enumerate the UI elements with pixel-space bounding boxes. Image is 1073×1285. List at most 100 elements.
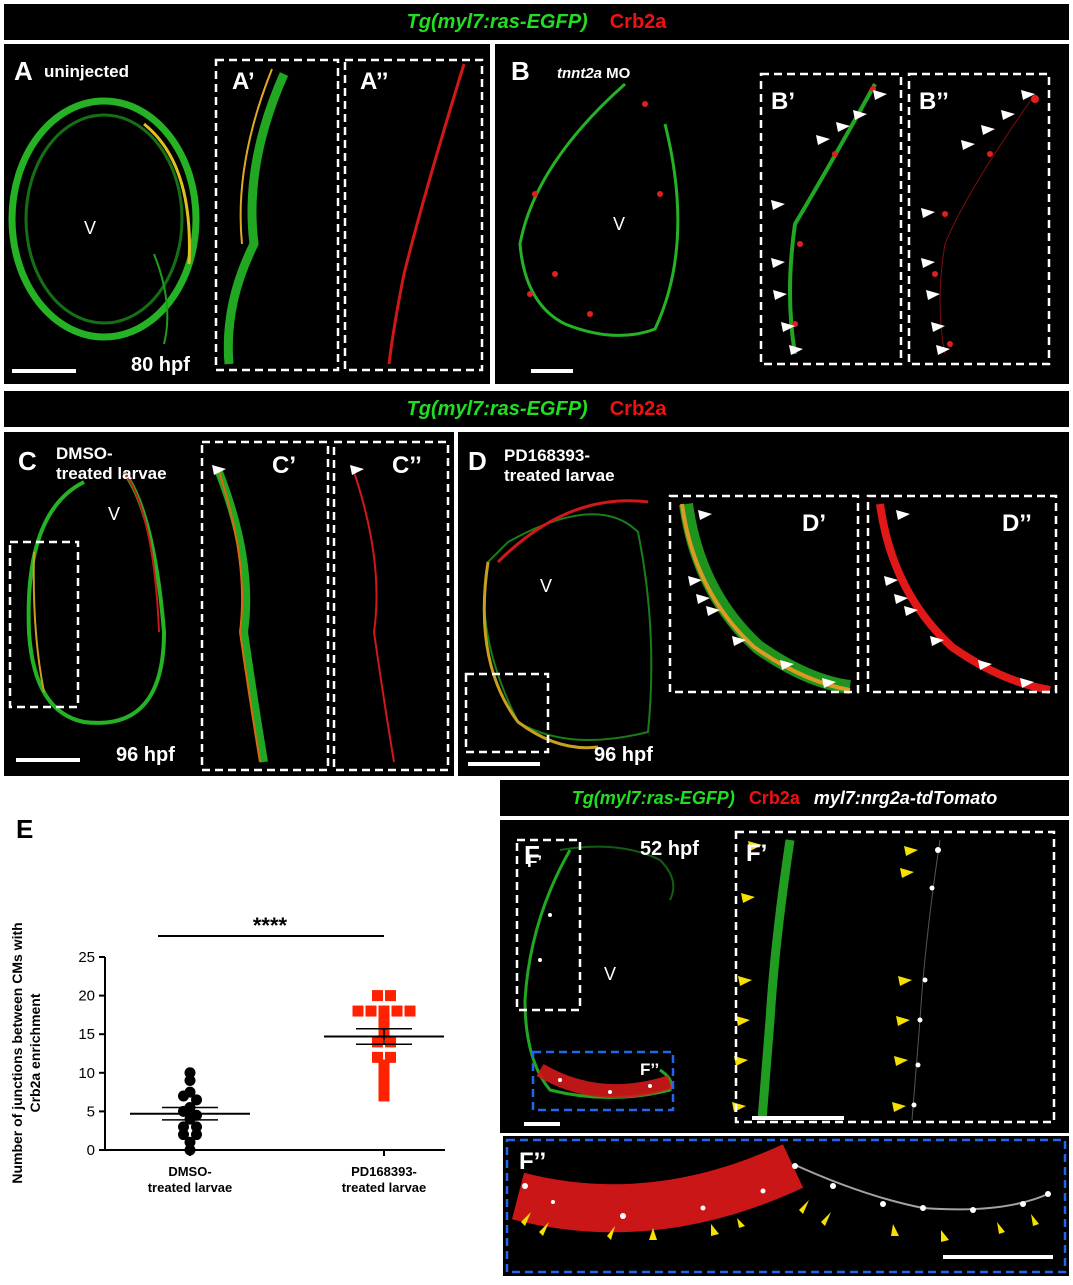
data-point: [184, 1067, 196, 1079]
transgene-label: Tg(myl7:ras-EGFP): [406, 10, 588, 33]
inset-label: A’: [232, 68, 255, 95]
timepoint-label: 80 hpf: [131, 354, 190, 376]
panel-c: C DMSO- treated larvae V 96 hpf C’ C’’: [4, 432, 454, 776]
data-point: [378, 1005, 390, 1017]
box-label: F’’: [640, 1060, 660, 1079]
transgene-label: Tg(myl7:ras-EGFP): [571, 787, 735, 808]
scale-bar: [468, 762, 540, 766]
panel-label: C: [18, 446, 37, 476]
marker-label: Crb2a: [609, 10, 667, 33]
condition-label: uninjected: [44, 62, 130, 81]
data-point: [372, 1051, 383, 1063]
condition-label: PD168393- treated larvae: [504, 446, 615, 486]
panel-c-image: [8, 440, 450, 772]
data-point: [404, 1005, 416, 1017]
data-point: [184, 1144, 196, 1156]
inset-label: D’’: [1002, 510, 1032, 537]
inset-label: C’: [272, 452, 296, 479]
data-point: [184, 1136, 196, 1148]
header-f: Tg(myl7:ras-EGFP) Crb2a myl7:nrg2a-tdTom…: [500, 780, 1069, 816]
header-mid: Tg(myl7:ras-EGFP) Crb2a: [4, 391, 1069, 427]
data-point: [365, 1005, 377, 1017]
ventricle-label: V: [613, 214, 626, 234]
data-point: [178, 1121, 189, 1133]
data-point: [378, 1090, 390, 1102]
condition-label: DMSO- treated larvae: [56, 444, 167, 484]
data-point: [352, 1005, 364, 1017]
scale-bar: [524, 1122, 560, 1126]
x-category-label: treated larvae: [342, 1180, 427, 1195]
morpholino-suffix: MO: [602, 65, 631, 82]
condition-line-2: treated larvae: [504, 466, 615, 485]
y-tick-label: 25: [78, 949, 95, 966]
transgene-label: Tg(myl7:ras-EGFP): [406, 397, 588, 420]
panel-d-image: [464, 494, 1058, 754]
inset-label: B’: [771, 88, 795, 115]
data-point: [378, 1020, 390, 1032]
y-tick-label: 0: [87, 1142, 95, 1159]
inset-label: F’’: [519, 1148, 547, 1175]
timepoint-label: 96 hpf: [116, 744, 175, 766]
ventricle-label: V: [540, 576, 553, 596]
inset-label: C’’: [392, 452, 422, 479]
data-point: [184, 1075, 196, 1087]
data-point: [372, 1036, 383, 1048]
scatter-chart: 0 5 10 15 20 25 Number of junctions between CM…: [9, 913, 445, 1195]
y-axis-label: Crb2a enrichment: [27, 993, 43, 1112]
data-point: [378, 1013, 390, 1025]
panel-label: B: [511, 56, 530, 86]
data-point: [191, 1121, 202, 1133]
marker-label: Crb2a: [609, 397, 667, 420]
condition-line-1: PD168393-: [504, 446, 591, 465]
data-point: [385, 1036, 396, 1048]
inset-label: B’’: [919, 88, 949, 115]
scale-bar: [943, 1255, 1053, 1259]
inset-label: F’: [746, 840, 768, 867]
panel-f2-inset: F’’: [503, 1136, 1069, 1276]
panel-d: D PD168393- treated larvae V 96 hpf D’ D…: [458, 432, 1069, 776]
panel-f-image: [515, 830, 1056, 1124]
panel-label: F: [524, 840, 540, 870]
y-tick-label: 10: [78, 1065, 95, 1082]
y-axis-label: Number of junctions between CMs with: [9, 922, 25, 1183]
ventricle-label: V: [604, 964, 617, 984]
data-point: [178, 1129, 189, 1141]
timepoint-label: 52 hpf: [640, 838, 699, 860]
x-category-label: DMSO-: [168, 1164, 211, 1179]
y-tick-label: 15: [78, 1026, 95, 1043]
y-tick-label: 5: [87, 1103, 95, 1120]
panel-label: A: [14, 56, 33, 86]
panel-f2-image: [505, 1138, 1067, 1274]
panel-label: D: [468, 446, 487, 476]
scale-bar: [16, 758, 80, 762]
data-point: [378, 1075, 390, 1087]
data-point: [385, 1051, 396, 1063]
condition-line-2: treated larvae: [56, 464, 167, 483]
marker-label: Crb2a: [748, 787, 800, 808]
condition-label: tnnt2a MO: [557, 64, 630, 84]
inset-label: D’: [802, 510, 826, 537]
significance-label: ****: [253, 913, 288, 938]
timepoint-label: 96 hpf: [594, 744, 653, 766]
data-point: [191, 1094, 202, 1106]
ventricle-label: V: [84, 218, 97, 238]
panel-a-image: [8, 58, 484, 372]
scale-bar: [12, 369, 76, 373]
inset-label: A’’: [360, 68, 389, 95]
data-point: [378, 1067, 390, 1079]
panel-e-chart: E 0 5 10 15 20 25 Number of junctions between …: [0, 808, 490, 1280]
panel-b-image: [518, 72, 1051, 366]
data-point: [391, 1005, 403, 1017]
data-point: [178, 1090, 189, 1102]
morpholino-name: tnnt2a: [557, 65, 602, 82]
panel-f: F 52 hpf V F’ F’’ F’: [500, 820, 1069, 1133]
data-point: [385, 990, 396, 1002]
header-top: Tg(myl7:ras-EGFP) Crb2a: [4, 4, 1069, 40]
data-point: [191, 1129, 202, 1141]
reporter-label: myl7:nrg2a-tdTomato: [813, 787, 998, 808]
x-category-label: treated larvae: [148, 1180, 233, 1195]
panel-a: A uninjected V 80 hpf A’ A’’: [4, 44, 490, 384]
y-tick-label: 20: [78, 988, 95, 1005]
data-point: [378, 1082, 390, 1094]
panel-b: B tnnt2a MO V B’ B’’: [495, 44, 1069, 384]
